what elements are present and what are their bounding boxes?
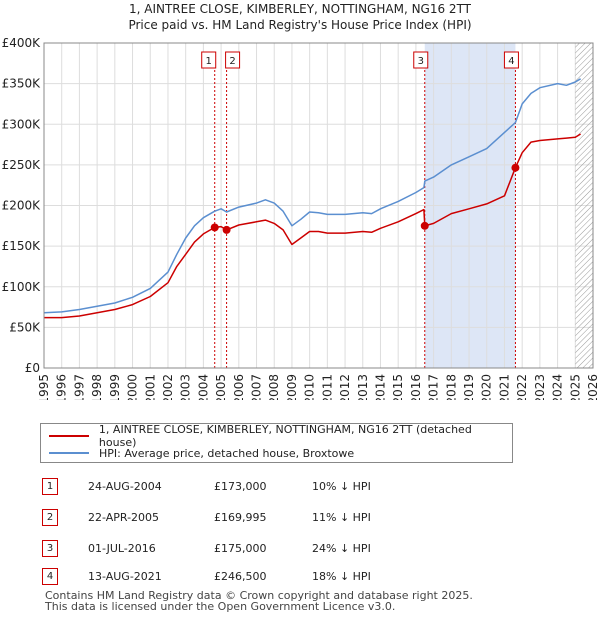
footer: Contains HM Land Registry data © Crown c…	[45, 590, 473, 612]
forecast-hatch	[575, 43, 593, 368]
x-tick-label: 2013	[356, 374, 370, 400]
footer-license: This data is licensed under the Open Gov…	[45, 600, 396, 613]
sale-hpi-diff: 10% ↓ HPI	[312, 480, 371, 493]
footer-copyright: Contains HM Land Registry data © Crown c…	[45, 589, 473, 602]
y-tick-label: £0	[25, 361, 40, 375]
x-tick-label: 2022	[515, 374, 529, 400]
chart-title-line2: Price paid vs. HM Land Registry's House …	[128, 18, 472, 32]
sale-date: 13-AUG-2021	[88, 570, 162, 583]
x-tick-label: 1997	[72, 374, 86, 400]
sale-number-badge: 3	[42, 540, 58, 557]
y-tick-label: £300K	[2, 117, 42, 131]
x-tick-label: 2014	[373, 374, 387, 400]
table-row: 1 24-AUG-2004 £173,000 10% ↓ HPI	[0, 478, 600, 498]
x-tick-label: 1998	[90, 374, 104, 400]
sale-price: £169,995	[214, 511, 267, 524]
x-tick-label: 2025	[568, 374, 582, 400]
x-tick-label: 2007	[250, 374, 264, 400]
x-tick-label: 1995	[37, 374, 51, 400]
y-tick-label: £100K	[2, 280, 42, 294]
y-tick-label: £150K	[2, 239, 42, 253]
legend-item-property: 1, AINTREE CLOSE, KIMBERLEY, NOTTINGHAM,…	[49, 423, 512, 449]
sale-label-box	[201, 51, 217, 69]
sale-hpi-diff: 11% ↓ HPI	[312, 511, 371, 524]
x-tick-label: 2016	[409, 374, 423, 400]
y-tick-label: £50K	[9, 320, 41, 334]
x-tick-label: 1999	[108, 374, 122, 400]
x-tick-label: 2024	[551, 374, 565, 400]
sale-label-text: 4	[508, 56, 514, 67]
table-row: 2 22-APR-2005 £169,995 11% ↓ HPI	[0, 509, 600, 529]
sale-label-text: 1	[206, 56, 212, 67]
sale-point	[222, 225, 231, 234]
legend: 1, AINTREE CLOSE, KIMBERLEY, NOTTINGHAM,…	[40, 423, 513, 463]
x-tick-label: 2012	[338, 374, 352, 400]
sale-date: 22-APR-2005	[88, 511, 160, 524]
x-tick-label: 2018	[444, 374, 458, 400]
sale-number-badge: 2	[42, 509, 58, 526]
sale-date: 01-JUL-2016	[88, 542, 156, 555]
sale-hpi-diff: 18% ↓ HPI	[312, 570, 371, 583]
x-tick-label: 2002	[161, 374, 175, 400]
x-tick-label: 2023	[533, 374, 547, 400]
table-row: 4 13-AUG-2021 £246,500 18% ↓ HPI	[0, 568, 600, 588]
legend-item-hpi: HPI: Average price, detached house, Brox…	[49, 444, 354, 462]
y-tick-label: £200K	[2, 199, 42, 213]
sale-number-badge: 4	[42, 568, 58, 585]
x-tick-label: 2010	[303, 374, 317, 400]
sale-label-text: 2	[229, 56, 235, 67]
x-tick-label: 1996	[55, 374, 69, 400]
x-tick-label: 2006	[232, 374, 246, 400]
sale-point	[210, 223, 219, 232]
x-tick-label: 2003	[179, 374, 193, 400]
chart-title-line1: 1, AINTREE CLOSE, KIMBERLEY, NOTTINGHAM,…	[128, 2, 472, 16]
legend-label-hpi: HPI: Average price, detached house, Brox…	[99, 446, 355, 460]
x-tick-label: 2009	[285, 374, 299, 400]
x-tick-label: 2020	[480, 374, 494, 400]
sale-point	[420, 221, 429, 230]
sale-point	[511, 163, 520, 172]
x-tick-label: 2021	[497, 374, 511, 400]
series-line-property	[44, 133, 581, 319]
legend-swatch-property	[49, 435, 89, 437]
legend-swatch-hpi	[49, 452, 89, 454]
sale-date: 24-AUG-2004	[88, 480, 162, 493]
y-tick-label: £250K	[2, 158, 42, 172]
x-tick-label: 2011	[320, 374, 334, 400]
x-tick-label: 2000	[126, 374, 140, 400]
y-tick-label: £400K	[2, 36, 42, 50]
x-tick-label: 2015	[391, 374, 405, 400]
x-tick-label: 2001	[143, 374, 157, 400]
y-tick-label: £350K	[2, 77, 42, 91]
x-tick-label: 2026	[586, 374, 600, 400]
sale-label-text: 3	[418, 56, 424, 67]
sale-price: £246,500	[214, 570, 267, 583]
sale-number-badge: 1	[42, 478, 58, 495]
sale-label-box	[225, 51, 241, 69]
legend-label-property: 1, AINTREE CLOSE, KIMBERLEY, NOTTINGHAM,…	[98, 423, 472, 449]
price-chart: 1 2 3 4 £0 £50K £100K £150K £200K £250K £300K £350…	[2, 36, 600, 400]
sale-price: £175,000	[214, 542, 267, 555]
x-tick-label: 2005	[214, 374, 228, 400]
sale-hpi-diff: 24% ↓ HPI	[312, 542, 371, 555]
sale-label-box	[413, 51, 429, 69]
series-line-hpi	[43, 78, 581, 314]
x-tick-label: 2019	[462, 374, 476, 400]
table-row: 3 01-JUL-2016 £175,000 24% ↓ HPI	[0, 540, 600, 560]
sale-price: £173,000	[214, 480, 267, 493]
sale-label-box	[503, 51, 519, 69]
x-tick-label: 2004	[196, 374, 210, 400]
x-tick-label: 2008	[267, 374, 281, 400]
x-tick-label: 2017	[427, 374, 441, 400]
